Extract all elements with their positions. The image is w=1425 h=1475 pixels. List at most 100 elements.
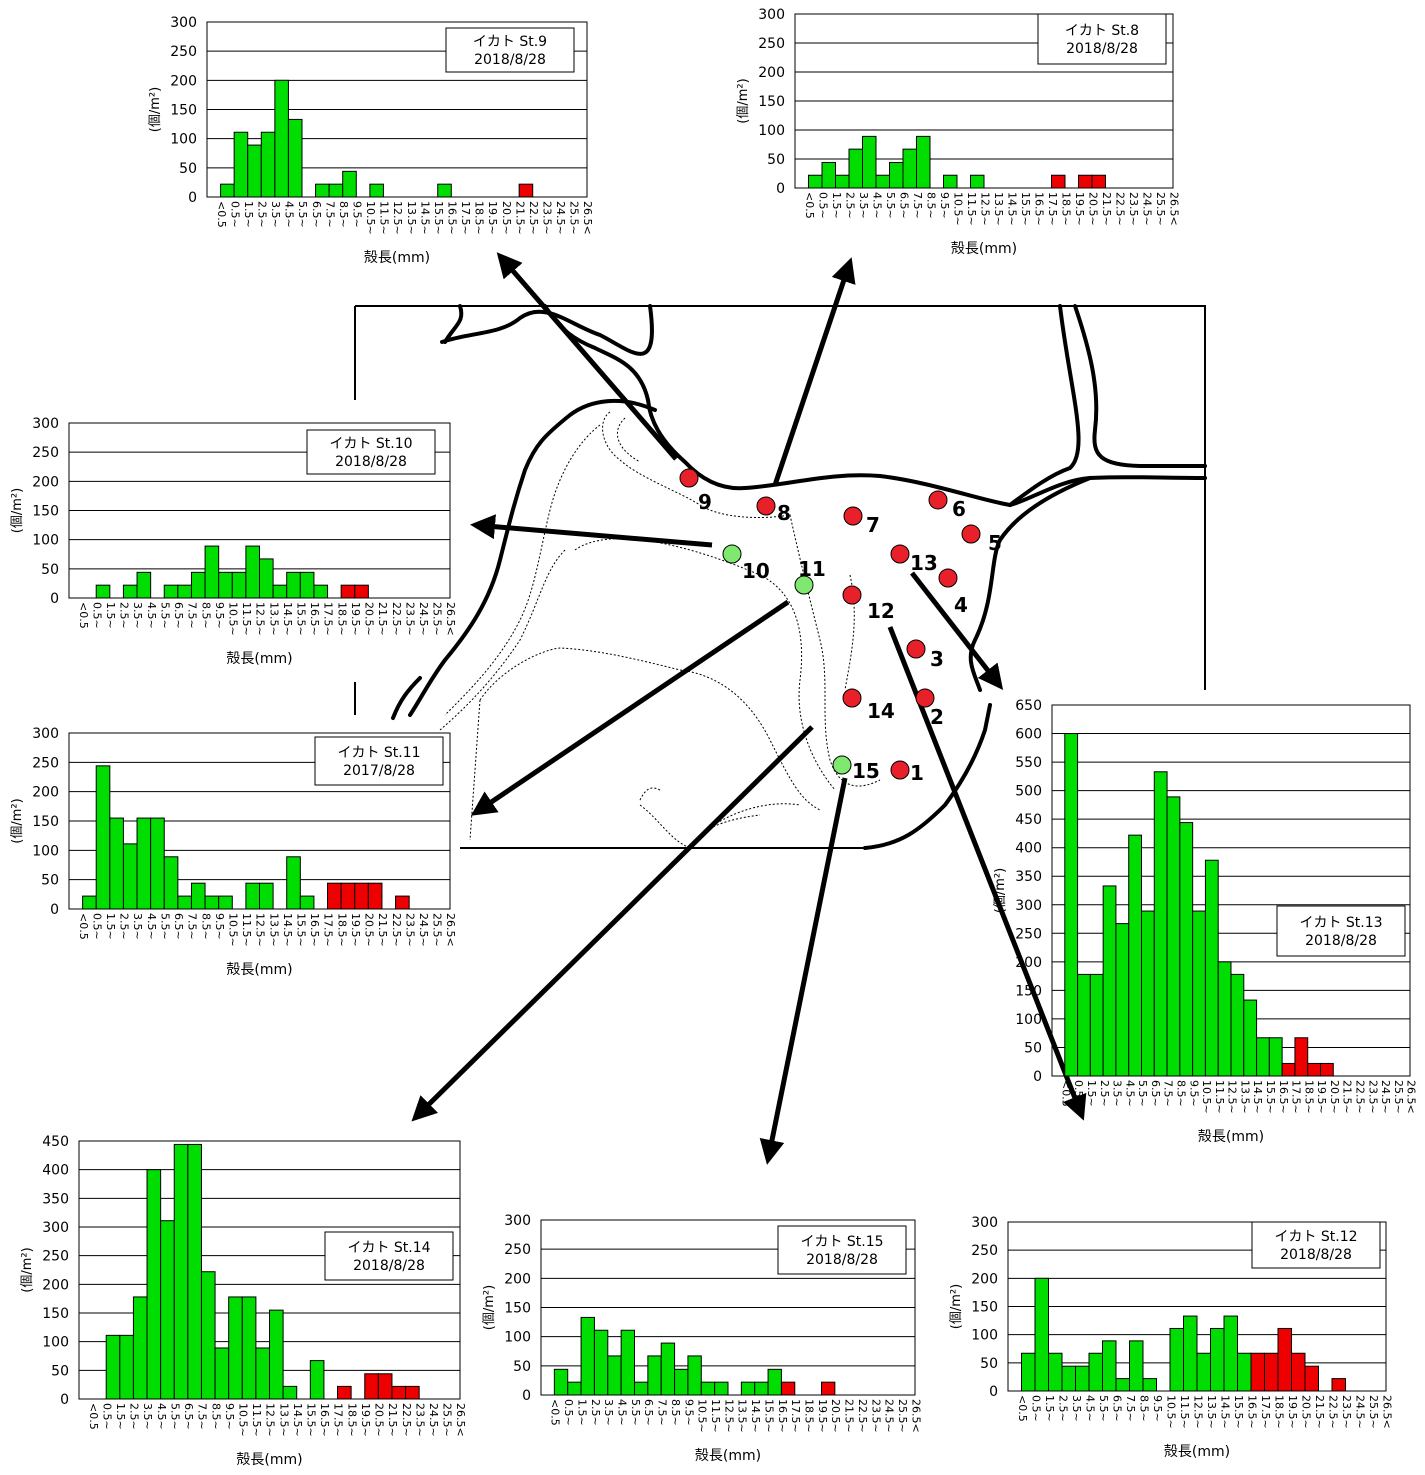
legend-title: イカト St.14 <box>347 1240 430 1256</box>
bar <box>1230 973 1245 1077</box>
station-label-1: 1 <box>910 761 924 785</box>
x-tick-label: 17.5~ <box>1290 1080 1303 1114</box>
x-tick-label: 16.5~ <box>308 913 321 947</box>
bar <box>1281 1062 1296 1077</box>
x-tick-label: 3.5~ <box>131 602 144 629</box>
bar <box>231 571 247 599</box>
x-tick-label: 4.5~ <box>155 1403 168 1430</box>
y-tick-label: 50 <box>980 1356 998 1372</box>
bar <box>1331 1378 1346 1392</box>
bar <box>259 882 274 910</box>
y-tick-label: 200 <box>504 1271 531 1287</box>
station-marker-14 <box>842 688 862 708</box>
x-tick-label: 2.5~ <box>843 192 856 219</box>
x-tick-label: 11.5~ <box>240 602 253 636</box>
bar <box>1091 174 1106 189</box>
x-tick-label: 5.5~ <box>1097 1395 1110 1422</box>
bar <box>553 1368 569 1396</box>
bar <box>567 1381 582 1396</box>
depth-contour-3 <box>574 538 836 791</box>
y-tick-label: 250 <box>758 36 785 52</box>
x-tick-label: 20.5~ <box>1086 192 1099 226</box>
x-tick-label: 26.5< <box>1380 1395 1393 1429</box>
x-tick-label: 22.5~ <box>390 602 403 636</box>
x-tick-label: 5.5~ <box>158 913 171 940</box>
x-tick-label: 14.5~ <box>1251 1080 1264 1114</box>
x-axis-label: 殻長(mm) <box>951 241 1017 257</box>
y-tick-label: 50 <box>41 873 59 889</box>
legend-title: イカト St.11 <box>337 745 420 761</box>
station-marker-3 <box>906 639 926 659</box>
y-tick-label: 550 <box>1015 755 1042 771</box>
x-tick-label: 17.5~ <box>322 913 335 947</box>
bar <box>190 882 206 910</box>
depth-contour-11 <box>639 787 661 801</box>
x-tick-label: <0.5 <box>215 201 228 228</box>
x-tick-label: 16.5~ <box>1277 1080 1290 1114</box>
bar <box>970 174 985 189</box>
x-tick-label: 24.5~ <box>1353 1395 1366 1429</box>
bar <box>875 174 890 189</box>
station-label-10: 10 <box>742 559 770 583</box>
x-tick-label: 14.5~ <box>1218 1395 1231 1429</box>
y-tick-label: 0 <box>50 902 59 918</box>
x-tick-label: 15.5~ <box>432 201 445 235</box>
y-tick-label: 150 <box>32 504 59 520</box>
y-tick-label: 100 <box>32 533 59 549</box>
y-tick-label: 300 <box>971 1215 998 1231</box>
x-tick-label: 1.5~ <box>114 1403 127 1430</box>
legend-title: イカト St.8 <box>1065 23 1139 39</box>
x-tick-label: 21.5~ <box>376 602 389 636</box>
x-tick-label: 11.5~ <box>1178 1395 1191 1429</box>
bar <box>247 144 262 198</box>
shoreline-6 <box>408 398 657 717</box>
y-axis-label: (個/m²) <box>949 1284 964 1329</box>
bar <box>214 1347 230 1400</box>
x-tick-label: 18.5~ <box>473 201 486 235</box>
x-tick-label: 6.5~ <box>1149 1080 1162 1107</box>
y-tick-label: 100 <box>758 123 785 139</box>
x-tick-label: 0.5~ <box>90 913 103 940</box>
x-tick-label: 25.5~ <box>1154 192 1167 226</box>
y-tick-label: 200 <box>32 785 59 801</box>
bar <box>740 1381 756 1396</box>
arrow-st15 <box>759 777 848 1165</box>
bar <box>1196 1352 1211 1392</box>
bar <box>337 1385 352 1400</box>
x-tick-label: 17.5~ <box>459 201 472 235</box>
bar <box>259 558 274 599</box>
legend-box <box>314 736 444 786</box>
shoreline-7 <box>391 676 422 720</box>
chart-st12: 0 50 100 150 200 250 300 <0.5 0.5~ 1.5~ 2.5~ 3.5~ 4.… <box>949 1215 1393 1460</box>
x-tick-label: 17.5~ <box>1259 1395 1272 1429</box>
bar <box>835 174 850 189</box>
x-tick-label: 16.5~ <box>308 602 321 636</box>
x-tick-label: 11.5~ <box>965 192 978 226</box>
shoreline-8 <box>863 703 992 850</box>
x-tick-label: 5.5~ <box>158 602 171 629</box>
x-tick-label: 2.5~ <box>1056 1395 1069 1422</box>
x-tick-label: 23.5~ <box>1340 1395 1353 1429</box>
y-axis-label: (個/m²) <box>148 87 163 132</box>
legend-title: イカト St.13 <box>1299 915 1382 931</box>
station-marker-4 <box>938 568 958 588</box>
x-tick-label: 8.5~ <box>1174 1080 1187 1107</box>
x-tick-label: 16.5~ <box>446 201 459 235</box>
legend-title: イカト St.15 <box>800 1234 883 1250</box>
x-tick-label: 16.5~ <box>1245 1395 1258 1429</box>
station-label-2: 2 <box>930 705 944 729</box>
x-tick-label: 4.5~ <box>1123 1080 1136 1107</box>
legend-date: 2017/8/28 <box>343 763 415 779</box>
x-tick-label: 12.5~ <box>254 913 267 947</box>
bar <box>848 148 863 189</box>
x-tick-label: 12.5~ <box>391 201 404 235</box>
bar <box>916 135 931 189</box>
y-tick-label: 350 <box>42 1191 69 1207</box>
x-tick-label: 2.5~ <box>118 913 131 940</box>
y-tick-label: 450 <box>42 1134 69 1150</box>
y-tick-label: 300 <box>32 726 59 742</box>
x-tick-label: 15.5~ <box>305 1403 318 1437</box>
depth-contour-0 <box>602 411 881 787</box>
